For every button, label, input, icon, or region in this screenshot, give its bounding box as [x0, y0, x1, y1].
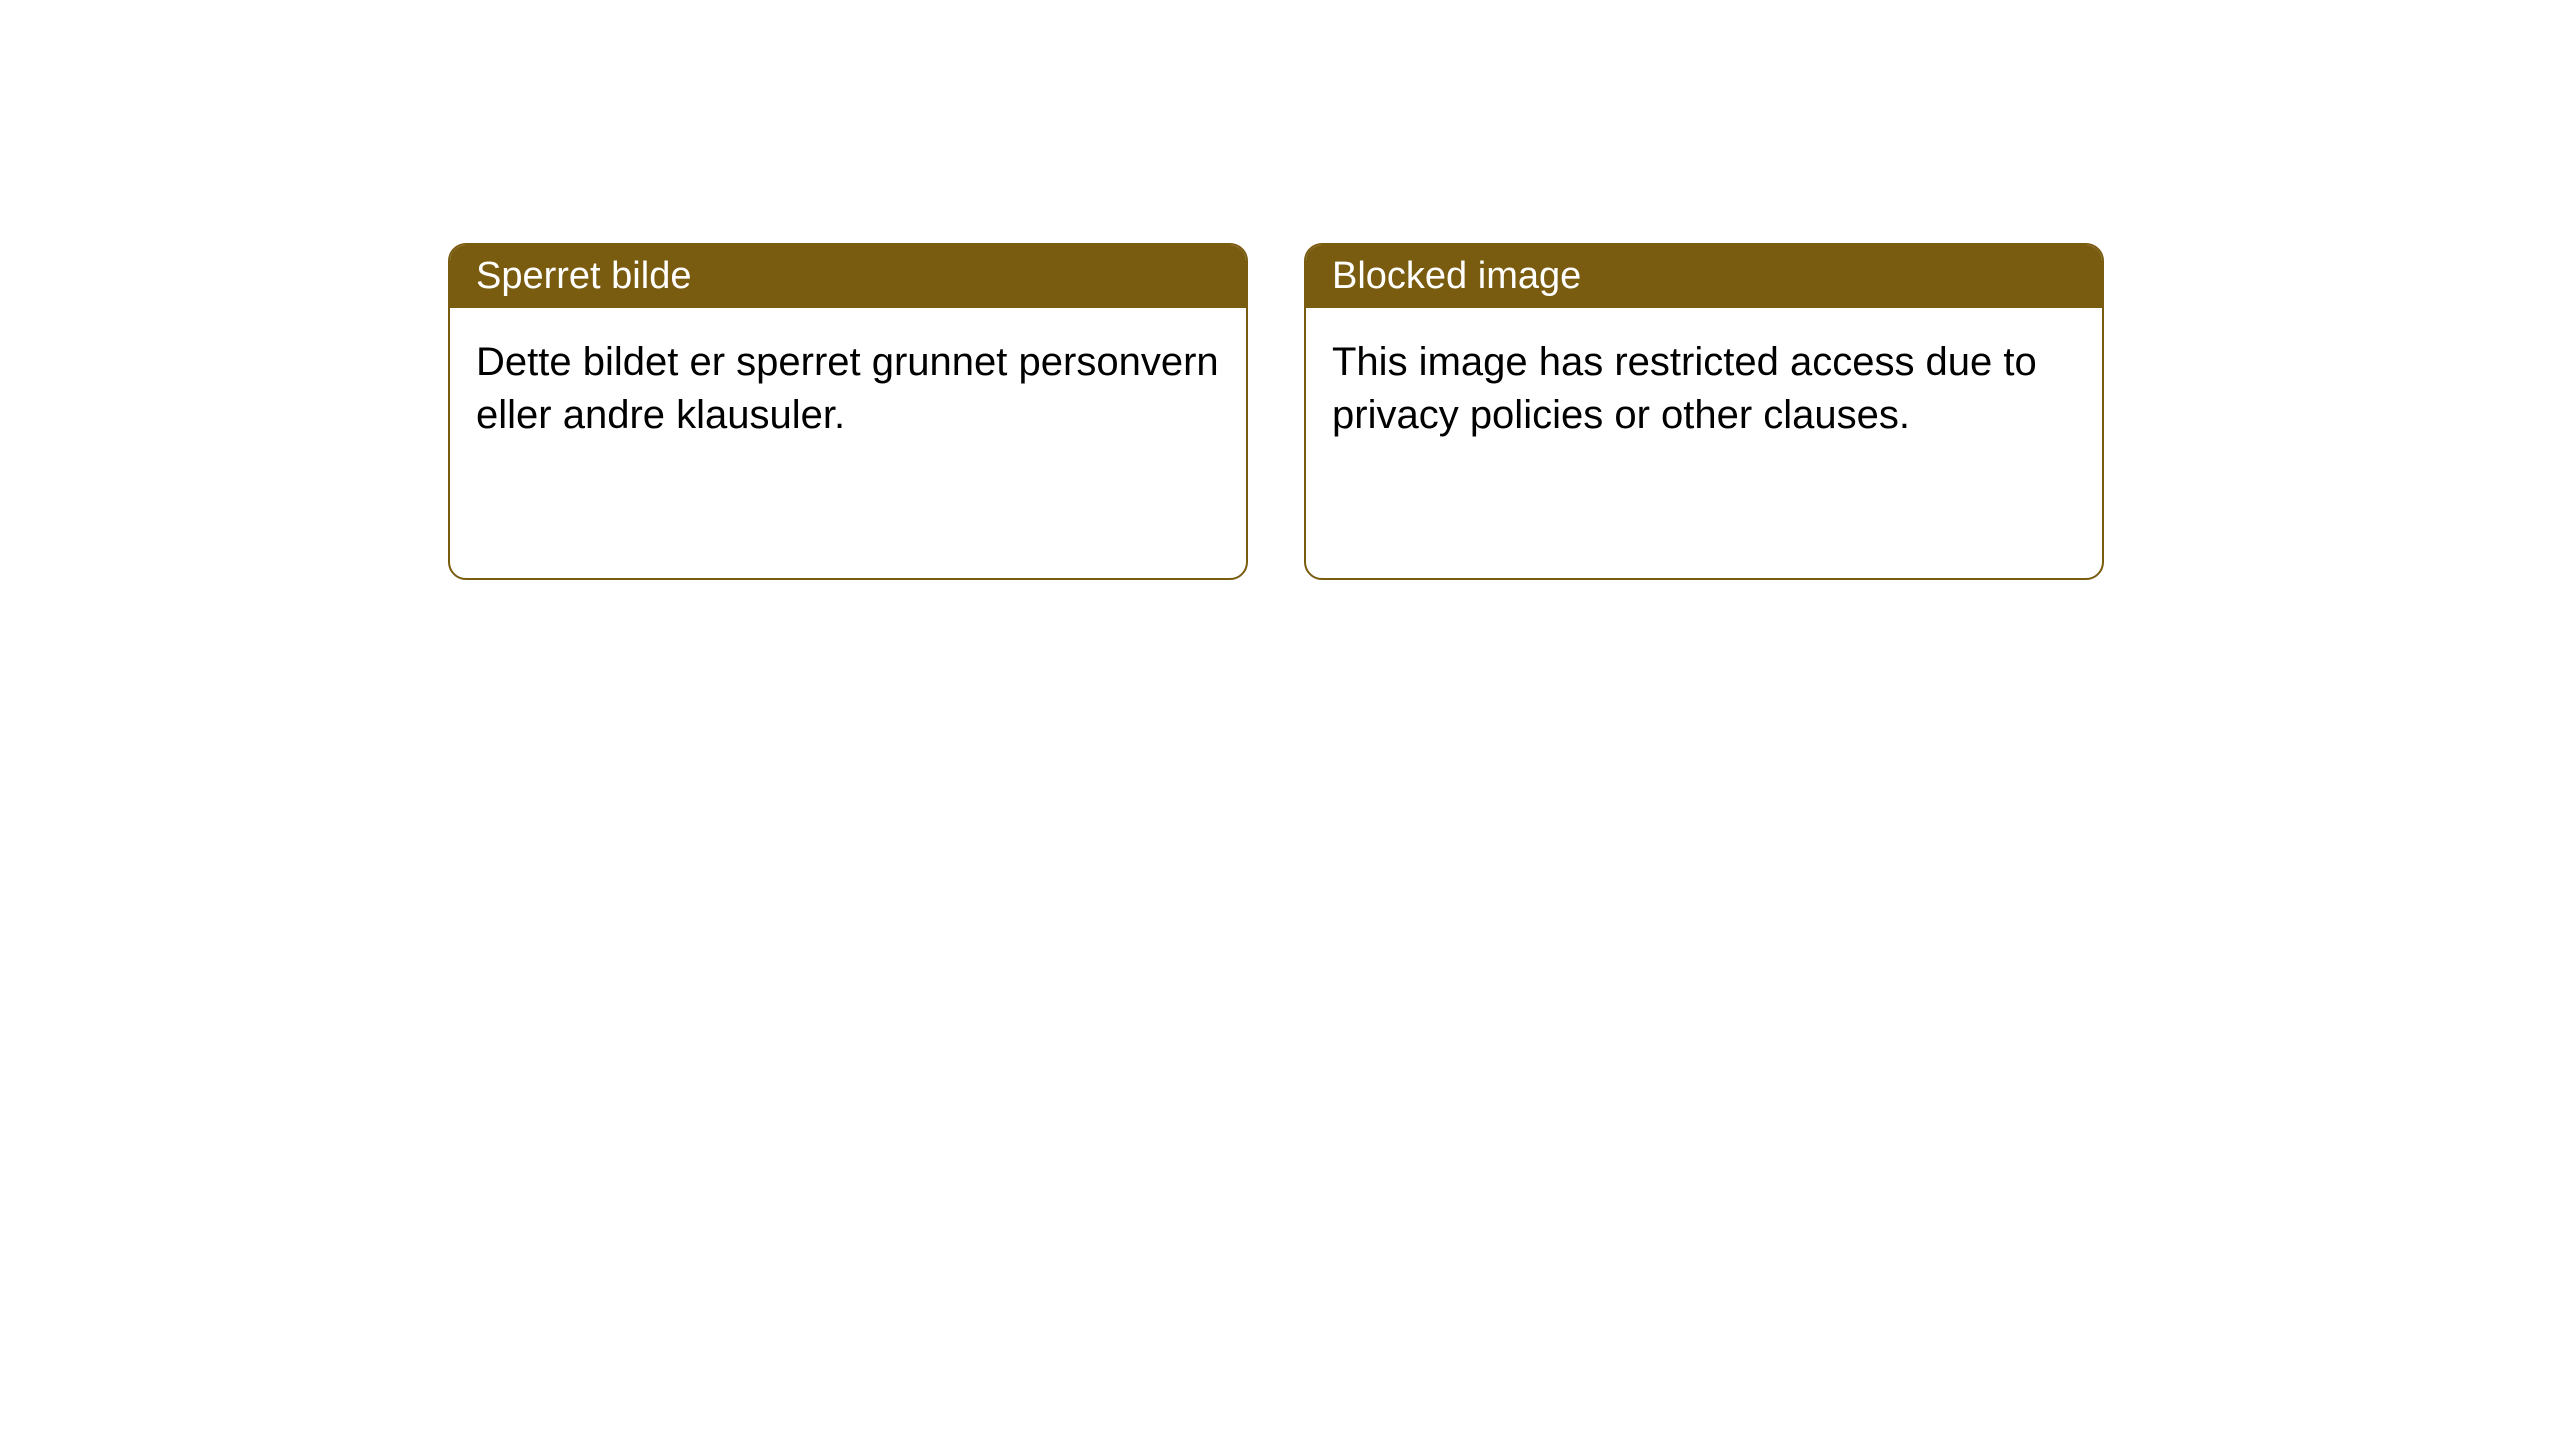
- notice-body-no: Dette bildet er sperret grunnet personve…: [450, 308, 1246, 578]
- notice-box-no: Sperret bilde Dette bildet er sperret gr…: [448, 243, 1248, 580]
- notice-title-no: Sperret bilde: [476, 255, 691, 297]
- notice-header-no: Sperret bilde: [450, 245, 1246, 308]
- notice-body-en: This image has restricted access due to …: [1306, 308, 2102, 578]
- notice-box-en: Blocked image This image has restricted …: [1304, 243, 2104, 580]
- notice-text-no: Dette bildet er sperret grunnet personve…: [476, 340, 1219, 437]
- notice-header-en: Blocked image: [1306, 245, 2102, 308]
- notice-title-en: Blocked image: [1332, 255, 1581, 297]
- notice-text-en: This image has restricted access due to …: [1332, 340, 2037, 437]
- notice-container: Sperret bilde Dette bildet er sperret gr…: [448, 243, 2104, 580]
